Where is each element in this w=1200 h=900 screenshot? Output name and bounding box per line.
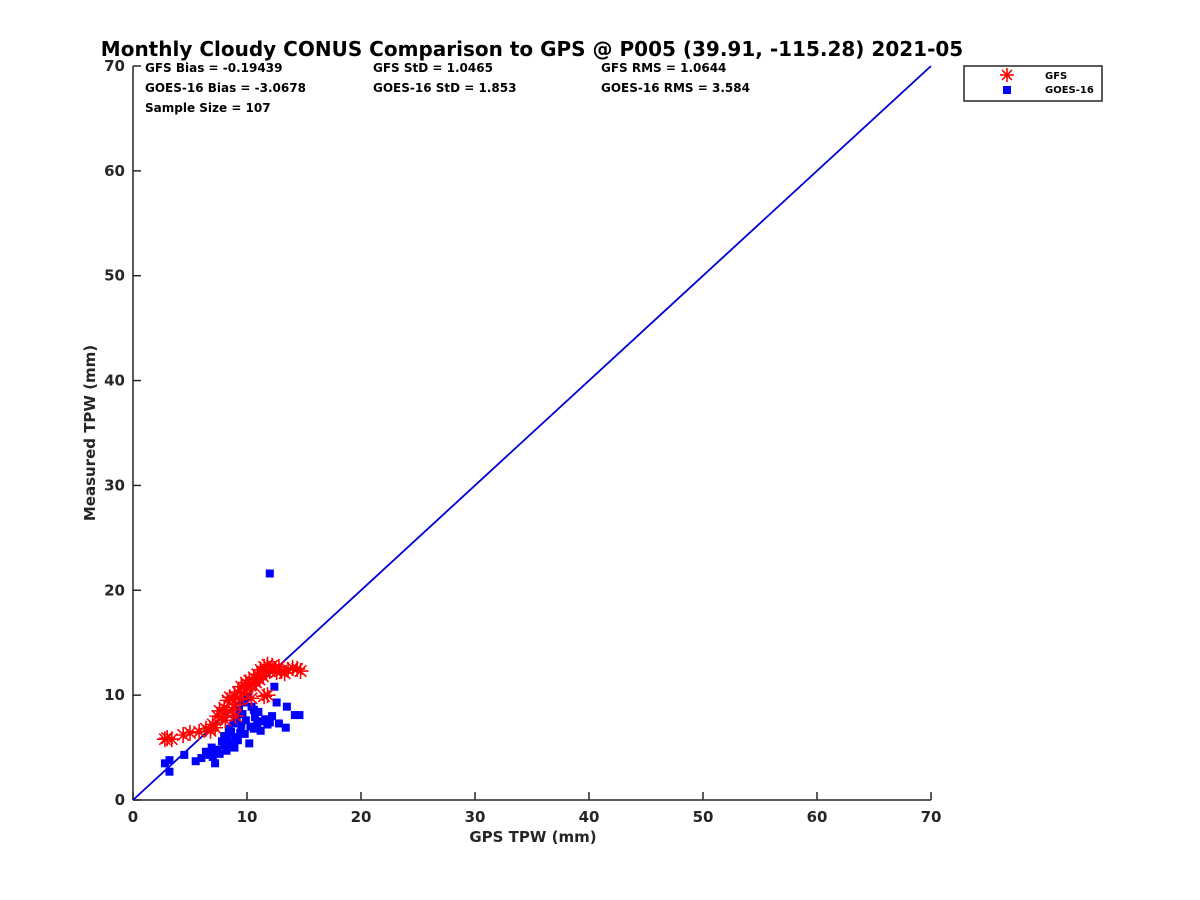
y-axis-label: Measured TPW (mm) bbox=[81, 345, 99, 521]
goes-16-point bbox=[165, 767, 174, 776]
goes-16-point bbox=[245, 739, 254, 748]
gfs-point bbox=[292, 663, 309, 680]
x-tick-label: 60 bbox=[807, 808, 828, 826]
stats-block: GFS Bias = -0.19439 GFS StD = 1.0465 GFS… bbox=[145, 61, 750, 115]
goes-16-point bbox=[223, 734, 232, 743]
goes-16-point bbox=[272, 698, 281, 707]
goes-16-point bbox=[180, 750, 189, 759]
y-tick-label: 70 bbox=[104, 57, 125, 75]
goes-16-point bbox=[208, 753, 217, 762]
goes-16-point bbox=[160, 759, 169, 768]
goes-16-point bbox=[256, 726, 265, 735]
x-tick-label: 20 bbox=[351, 808, 372, 826]
goes-16-point bbox=[240, 729, 249, 738]
stat-goes-rms: GOES-16 RMS = 3.584 bbox=[601, 81, 750, 95]
stat-goes-bias: GOES-16 Bias = -3.0678 bbox=[145, 81, 306, 95]
x-tick-label: 50 bbox=[693, 808, 714, 826]
goes-16-point bbox=[249, 724, 258, 733]
goes-16-point bbox=[290, 711, 299, 720]
goes-16-point bbox=[215, 749, 224, 758]
goes-16-point bbox=[254, 707, 263, 716]
goes-16-point bbox=[233, 736, 242, 745]
y-tick-label: 10 bbox=[104, 686, 125, 704]
legend-marker-gfs-shape bbox=[1000, 68, 1014, 82]
gfs-point bbox=[175, 726, 192, 743]
goes-16-point bbox=[213, 745, 222, 754]
gfs-point bbox=[256, 688, 273, 705]
goes-16-point bbox=[207, 743, 216, 752]
legend-marker-gfs bbox=[1000, 68, 1014, 82]
goes-16-point bbox=[230, 743, 239, 752]
goes-16-point bbox=[270, 682, 279, 691]
gfs-point bbox=[163, 731, 180, 748]
goes-16-point bbox=[281, 723, 290, 732]
goes-16-point bbox=[229, 719, 238, 728]
goes-16-point bbox=[249, 705, 258, 714]
goes-16-point bbox=[237, 721, 246, 730]
goes-16-point bbox=[238, 710, 247, 719]
y-tick-label: 0 bbox=[115, 791, 125, 809]
gfs-point bbox=[217, 712, 234, 729]
gfs-point bbox=[191, 723, 208, 740]
gfs-point bbox=[259, 687, 276, 704]
y-tick-label: 30 bbox=[104, 476, 125, 494]
goes-16-point bbox=[211, 759, 220, 768]
legend-label-gfs: GFS bbox=[1045, 71, 1067, 82]
stat-gfs-std: GFS StD = 1.0465 bbox=[373, 61, 493, 75]
goes-16-point bbox=[197, 754, 206, 763]
goes-16-point bbox=[217, 737, 226, 746]
stat-gfs-rms: GFS RMS = 1.0644 bbox=[601, 61, 726, 75]
goes-16-point bbox=[220, 741, 229, 750]
legend-box bbox=[963, 65, 1103, 102]
goes-16-point bbox=[265, 569, 274, 578]
goes-16-point bbox=[250, 713, 259, 722]
stat-sample-size: Sample Size = 107 bbox=[145, 101, 271, 115]
goes-16-point bbox=[236, 728, 245, 737]
goes-16-point bbox=[227, 727, 236, 736]
x-axis-label: GPS TPW (mm) bbox=[469, 828, 596, 846]
goes-16-point bbox=[265, 718, 274, 727]
goes-16-point bbox=[268, 712, 277, 721]
x-tick-label: 0 bbox=[128, 808, 138, 826]
goes-16-point bbox=[165, 756, 174, 765]
stat-goes-std: GOES-16 StD = 1.853 bbox=[373, 81, 516, 95]
x-tick-label: 30 bbox=[465, 808, 486, 826]
goes-16-point bbox=[261, 715, 270, 724]
goes-16-point bbox=[222, 746, 231, 755]
chart-title: Monthly Cloudy CONUS Comparison to GPS @… bbox=[101, 37, 963, 61]
plot-area: 0 10 20 30 40 50 60 70 0 10 20 30 40 50 60 70 bbox=[104, 57, 941, 826]
y-tick-label: 20 bbox=[104, 581, 125, 599]
goes-16-point bbox=[253, 720, 262, 729]
y-tick-label: 60 bbox=[104, 162, 125, 180]
y-tick-label: 50 bbox=[104, 267, 125, 285]
legend: GFS GOES-16 bbox=[963, 65, 1103, 102]
gfs-point bbox=[243, 690, 260, 707]
legend-marker-goes-16 bbox=[1003, 86, 1011, 94]
y-tick-label: 40 bbox=[104, 372, 125, 390]
goes-16-point bbox=[295, 711, 304, 720]
gfs-point bbox=[207, 719, 224, 736]
goes-16-point bbox=[282, 702, 291, 711]
stat-gfs-bias: GFS Bias = -0.19439 bbox=[145, 61, 282, 75]
x-tick-label: 70 bbox=[921, 808, 942, 826]
goes-16-point bbox=[191, 757, 200, 766]
legend-marker-goes-16-shape bbox=[1003, 86, 1011, 94]
x-tick-label: 10 bbox=[237, 808, 258, 826]
x-tick-label: 40 bbox=[579, 808, 600, 826]
goes-16-point bbox=[241, 716, 250, 725]
goes-16-point bbox=[225, 740, 234, 749]
goes-16-point bbox=[274, 719, 283, 728]
legend-label-goes-16: GOES-16 bbox=[1045, 85, 1094, 96]
